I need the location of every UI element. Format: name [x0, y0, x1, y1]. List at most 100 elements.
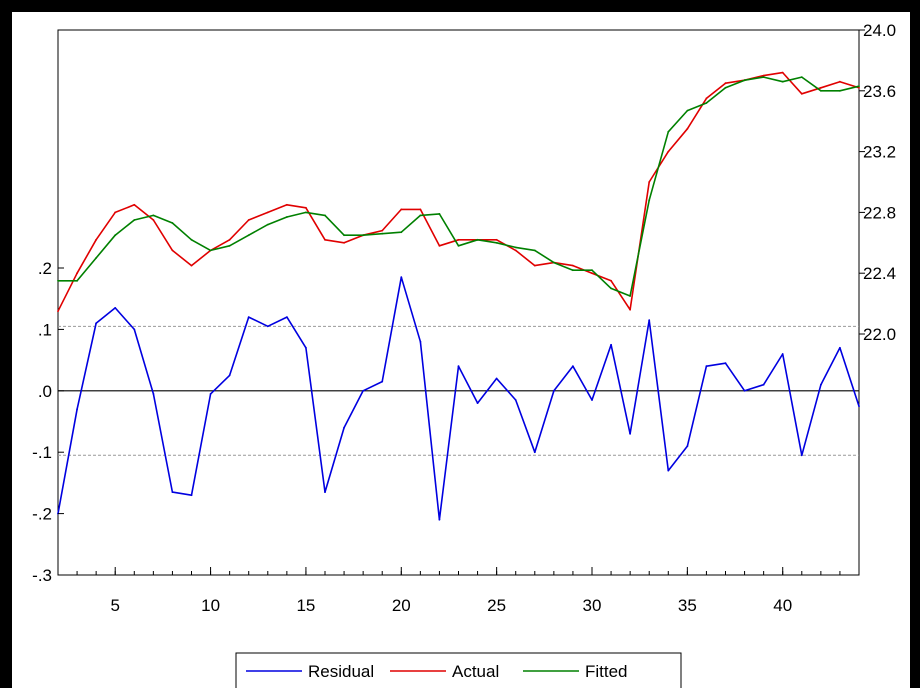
fitted-point	[190, 238, 193, 241]
right-tick-label: 24.0	[863, 21, 896, 40]
fitted-point	[839, 89, 841, 92]
fitted-point	[705, 102, 708, 104]
residual-point	[247, 316, 250, 318]
fitted-point	[133, 219, 136, 221]
actual-point	[629, 308, 631, 311]
residual-point	[419, 340, 422, 343]
legend-label-fitted: Fitted	[585, 662, 628, 681]
legend-box	[235, 652, 682, 688]
actual-point	[762, 74, 765, 77]
residual-point	[514, 399, 517, 401]
fitted-point	[114, 234, 117, 237]
residual-point	[648, 319, 651, 322]
actual-point	[324, 238, 326, 241]
actual-point	[648, 181, 651, 183]
fitted-point	[76, 279, 78, 282]
actual-point	[286, 203, 288, 206]
fitted-point	[610, 287, 612, 290]
actual-point	[190, 264, 193, 267]
actual-point	[820, 86, 822, 89]
series-fitted	[57, 76, 860, 297]
actual-point	[572, 264, 574, 267]
actual-point	[57, 310, 59, 313]
fitted-point	[762, 76, 765, 78]
residual-point	[533, 451, 536, 454]
residual-point	[781, 353, 784, 355]
residual-point	[858, 405, 860, 408]
fitted-point	[324, 214, 326, 217]
x-tick-label: 30	[583, 596, 602, 615]
fitted-point	[438, 213, 441, 215]
residual-point	[686, 445, 689, 447]
actual-point	[133, 203, 136, 206]
fitted-point	[820, 89, 822, 92]
x-tick-label: 20	[392, 596, 411, 615]
residual-point	[743, 389, 746, 392]
residual-point	[762, 383, 765, 386]
fitted-point	[247, 234, 250, 237]
residual-point	[114, 307, 117, 309]
actual-point	[514, 249, 517, 252]
fitted-point	[419, 214, 422, 217]
residual-point	[820, 383, 822, 386]
fitted-point	[495, 241, 498, 244]
actual-point	[724, 82, 727, 85]
fitted-point	[381, 232, 384, 235]
actual-point	[591, 272, 593, 275]
residual-point	[553, 389, 555, 392]
actual-point	[858, 86, 860, 89]
fitted-point	[286, 216, 288, 218]
fitted-point	[648, 199, 651, 202]
fitted-line	[58, 76, 860, 297]
residual-point	[95, 322, 97, 325]
fitted-point	[686, 109, 689, 112]
actual-point	[438, 244, 441, 247]
actual-point	[400, 208, 403, 211]
residual-point	[209, 393, 212, 395]
left-tick-label: -.2	[32, 505, 52, 524]
fitted-point	[743, 79, 746, 82]
x-tick-label: 10	[201, 596, 220, 615]
fitted-point	[152, 214, 155, 217]
series-residual	[57, 276, 860, 521]
residual-point	[610, 343, 612, 346]
fitted-point	[572, 269, 574, 272]
residual-point	[667, 469, 670, 472]
fitted-point	[591, 269, 593, 272]
fitted-point	[667, 130, 670, 133]
actual-point	[171, 249, 174, 252]
actual-point	[667, 150, 670, 153]
fitted-point	[362, 234, 364, 237]
fitted-point	[781, 80, 784, 83]
actual-point	[839, 80, 841, 83]
left-tick-label: .0	[38, 382, 52, 401]
legend-label-residual: Residual	[308, 662, 374, 681]
fitted-point	[343, 234, 345, 237]
fitted-point	[266, 223, 269, 226]
fitted-point	[209, 249, 212, 252]
residual-point	[400, 276, 403, 279]
fitted-point	[553, 261, 555, 264]
residual-point	[839, 346, 841, 349]
residual-line	[57, 276, 860, 521]
actual-point	[610, 279, 612, 282]
left-tick-label: -.3	[32, 566, 52, 585]
actual-point	[495, 238, 498, 241]
fitted-point	[305, 211, 307, 214]
fitted-point	[476, 238, 479, 241]
x-tick-label: 5	[110, 596, 119, 615]
right-tick-label: 22.4	[863, 264, 896, 283]
actual-point	[533, 264, 536, 267]
right-tick-label: 22.8	[863, 203, 896, 222]
residual-point	[724, 362, 727, 365]
actual-point	[266, 211, 269, 214]
residual-point	[495, 377, 498, 380]
left-tick-label: .2	[38, 259, 52, 278]
actual-point	[800, 92, 803, 95]
x-tick-label: 35	[678, 596, 697, 615]
residual-point	[705, 365, 708, 368]
fitted-point	[629, 295, 631, 297]
actual-line	[57, 71, 860, 312]
actual-point	[95, 238, 97, 241]
